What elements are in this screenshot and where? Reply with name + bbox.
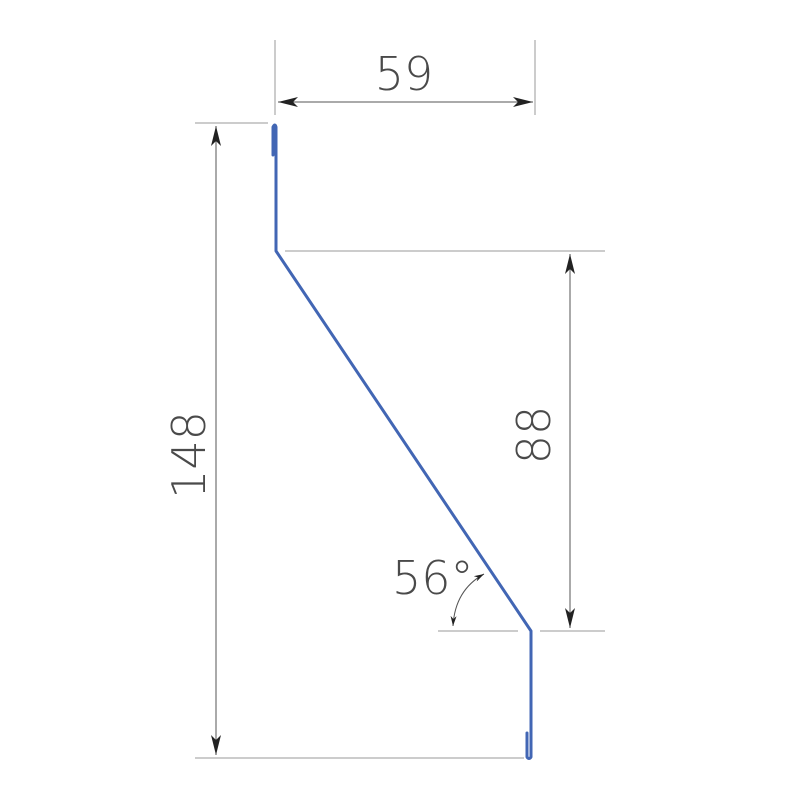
slope-height-label: 88 <box>507 406 561 465</box>
flashing-profile <box>271 123 533 760</box>
total-height-dimension: 148 <box>162 122 524 759</box>
angle-dimension: 56° <box>392 551 518 632</box>
angle-arc <box>450 573 485 627</box>
width-dimension: 59 <box>274 40 536 115</box>
profile-line <box>271 123 533 760</box>
width-label: 59 <box>375 47 434 101</box>
angle-label: 56° <box>392 551 474 605</box>
total-height-label: 148 <box>162 411 216 499</box>
slope-height-dimension: 88 <box>285 250 605 632</box>
